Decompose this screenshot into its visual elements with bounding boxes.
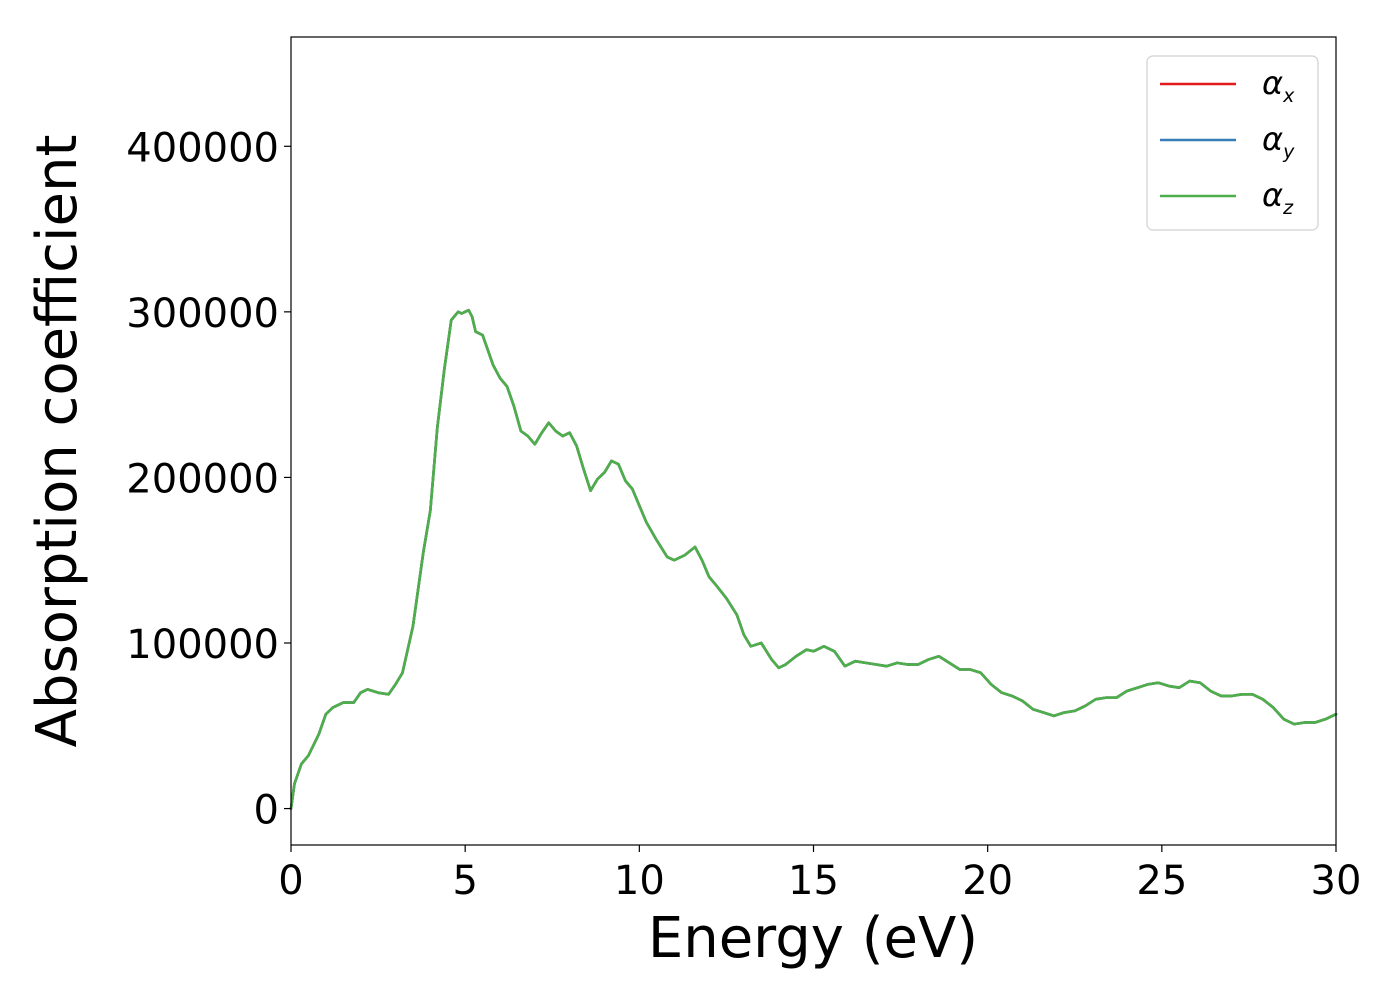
x-tick-label: 20 [962,858,1013,904]
x-axis-label: Energy (eV) [648,906,978,971]
y-tick-label: 100000 [126,622,279,668]
x-tick-label: 5 [452,858,477,904]
y-axis-label: Absorption coefficient [25,135,90,748]
y-axis-ticks: 0 100000 200000 300000 400000 [126,125,291,834]
y-tick-label: 200000 [126,456,279,502]
x-tick-label: 30 [1311,858,1362,904]
x-tick-label: 25 [1136,858,1187,904]
x-axis-ticks: 0 5 10 15 20 25 30 [278,845,1361,904]
series-lines [289,308,1338,810]
y-tick-label: 0 [254,788,279,834]
series-line-1 [289,308,1338,810]
x-tick-label: 10 [614,858,665,904]
series-line-2 [289,308,1338,810]
x-tick-label: 0 [278,858,303,904]
y-tick-label: 300000 [126,291,279,337]
legend-label-0: αx [1262,64,1295,107]
legend-label-2: αz [1262,176,1294,219]
y-tick-label: 400000 [126,125,279,171]
legend-label-1: αy [1262,120,1295,163]
legend-box [1146,55,1319,231]
x-tick-label: 15 [788,858,839,904]
series-line-0 [289,308,1338,810]
legend: αx αy αz [1146,55,1319,231]
